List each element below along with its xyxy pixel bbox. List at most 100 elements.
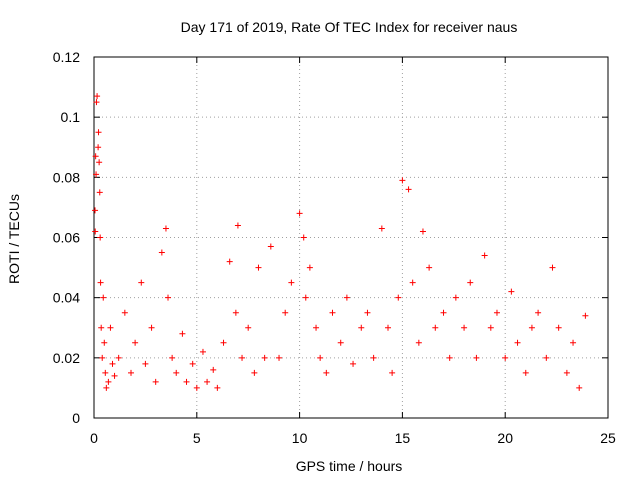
data-point [432,324,439,331]
data-point [306,264,313,271]
y-tick-label: 0 [72,410,80,426]
data-point [343,294,350,301]
x-axis-label: GPS time / hours [296,458,403,474]
data-point [93,171,100,178]
data-point [165,294,172,301]
data-point [481,252,488,259]
data-point [97,279,104,286]
data-point [493,309,500,316]
data-point [92,207,99,214]
x-tick-label: 20 [497,430,513,446]
data-point [288,279,295,286]
data-point [95,144,102,151]
data-point [92,228,99,235]
data-point [446,354,453,361]
data-point [582,312,589,319]
data-point [245,324,252,331]
x-tick-label: 25 [600,430,616,446]
data-point [267,243,274,250]
data-point [522,369,529,376]
data-point [98,324,105,331]
data-point [323,369,330,376]
y-tick-label: 0.1 [61,109,81,125]
data-point [440,309,447,316]
data-point [107,324,114,331]
data-point [109,360,116,367]
data-point [419,228,426,235]
data-point [183,378,190,385]
data-point [358,324,365,331]
data-point [555,324,562,331]
data-point [378,225,385,232]
data-point [467,279,474,286]
x-tick-label: 15 [395,430,411,446]
data-point [563,369,570,376]
data-point [300,234,307,241]
data-point [142,360,149,367]
x-tick-label: 10 [292,430,308,446]
data-point [95,129,102,136]
data-point [317,354,324,361]
data-point [173,369,180,376]
y-tick-label: 0.04 [53,290,80,306]
data-point [162,225,169,232]
data-point [96,189,103,196]
data-point [395,294,402,301]
data-point [543,354,550,361]
data-point [226,258,233,265]
data-point [115,354,122,361]
y-axis-label: ROTI / TECUs [6,194,22,284]
data-point [94,93,101,100]
data-point [426,264,433,271]
data-point [158,249,165,256]
y-tick-label: 0.12 [53,49,80,65]
x-tick-labels: 0 5 10 15 20 25 [90,430,616,446]
data-point [528,324,535,331]
plot-frame [93,56,609,419]
data-point [138,279,145,286]
data-point [128,369,135,376]
data-point [385,324,392,331]
y-tick-label: 0.06 [53,230,80,246]
data-point [461,324,468,331]
data-point [549,264,556,271]
data-point [261,354,268,361]
data-point [204,378,211,385]
data-point [169,354,176,361]
data-point [96,159,103,166]
grid-lines [94,57,608,418]
data-point [452,294,459,301]
data-point [570,339,577,346]
data-point [193,384,200,391]
data-point [239,354,246,361]
data-point [502,354,509,361]
data-point [199,348,206,355]
data-point [103,384,110,391]
data-point [276,354,283,361]
data-point [329,309,336,316]
x-tick-label: 5 [193,430,201,446]
data-point [282,309,289,316]
data-point [370,354,377,361]
data-point [251,369,258,376]
data-point [350,360,357,367]
data-point [210,366,217,373]
data-point [99,354,106,361]
data-point [234,222,241,229]
data-point [409,279,416,286]
data-point [121,309,128,316]
data-point [132,339,139,346]
data-point [214,384,221,391]
data-point [364,309,371,316]
chart-title: Day 171 of 2019, Rate Of TEC Index for r… [181,19,518,35]
data-points [92,93,589,391]
data-point [101,339,108,346]
data-point [232,309,239,316]
data-point [179,330,186,337]
data-point [389,369,396,376]
y-tick-labels: 0 0.02 0.04 0.06 0.08 0.1 0.12 [53,49,80,426]
data-point [313,324,320,331]
data-point [220,339,227,346]
